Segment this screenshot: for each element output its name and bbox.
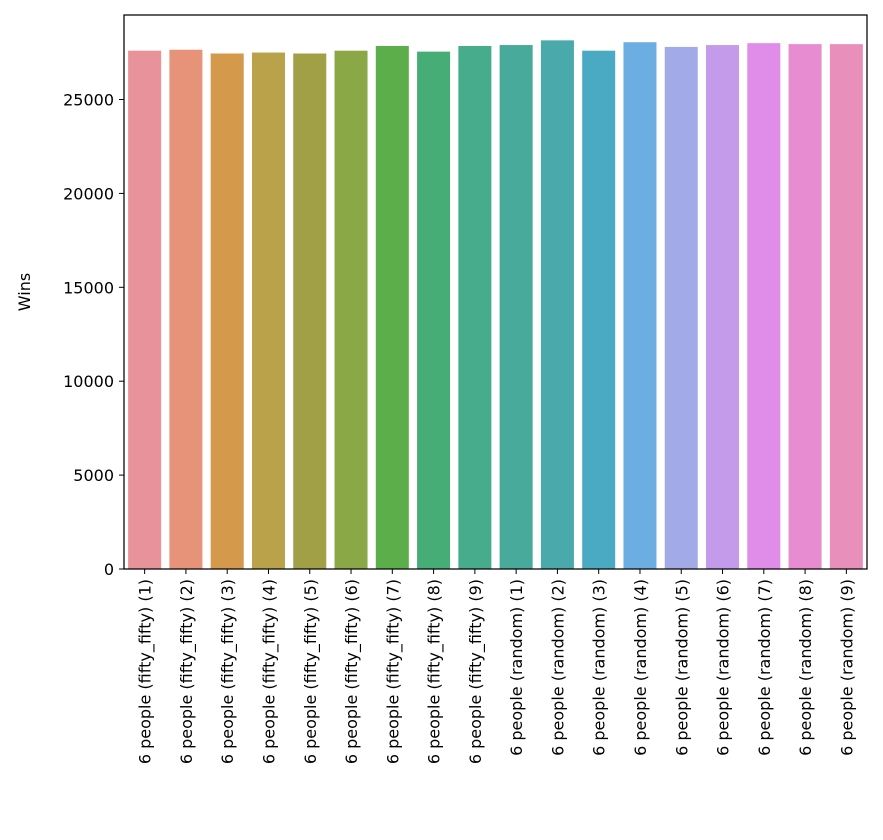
bar-8	[417, 51, 451, 569]
x-tick-label: 6 people (random) (7)	[755, 579, 774, 756]
x-tick-label: 6 people (random) (1)	[507, 579, 526, 756]
bar-13	[623, 42, 657, 569]
x-tick-label: 6 people (fifty_fifty) (6)	[342, 579, 362, 764]
bar-10	[499, 45, 533, 569]
x-tick-label: 6 people (fifty_fifty) (3)	[218, 579, 238, 764]
bar-3	[210, 53, 244, 570]
plot-frame	[123, 14, 868, 570]
bar-4	[251, 52, 285, 569]
x-tick-label: 6 people (random) (3)	[590, 579, 609, 756]
bar-2	[169, 49, 203, 570]
x-tick-label: 6 people (random) (5)	[672, 579, 691, 756]
bar-16	[747, 43, 781, 569]
bar-17	[788, 44, 822, 570]
bar-9	[458, 45, 492, 569]
y-tick-label: 25000	[63, 91, 114, 110]
x-tick-label: 6 people (random) (8)	[796, 579, 815, 756]
bar-12	[582, 50, 616, 570]
bar-14	[664, 46, 698, 570]
bar-15	[706, 45, 740, 569]
y-tick-label: 0	[104, 560, 114, 579]
x-tick-label: 6 people (fifty_fifty) (1)	[136, 579, 156, 764]
y-axis: 0 5000 10000 15000 20000 25000	[63, 91, 124, 579]
y-tick-label: 15000	[63, 278, 114, 297]
y-axis-label: Wins	[15, 273, 34, 311]
bar-1	[128, 50, 162, 570]
x-axis: 6 people (fifty_fifty) (1) 6 people (fift…	[136, 569, 856, 764]
bar-6	[334, 50, 368, 570]
y-tick-label: 5000	[73, 466, 114, 485]
x-tick-label: 6 people (random) (6)	[714, 579, 733, 756]
x-tick-label: 6 people (random) (2)	[548, 579, 567, 756]
x-tick-label: 6 people (random) (4)	[631, 579, 650, 756]
bar-7	[375, 45, 409, 569]
bar-18	[829, 44, 863, 570]
x-tick-label: 6 people (fifty_fifty) (8)	[425, 579, 445, 764]
bar-11	[540, 40, 574, 570]
bar-5	[293, 53, 327, 570]
x-tick-label: 6 people (fifty_fifty) (5)	[301, 579, 321, 764]
x-tick-label: 6 people (random) (9)	[837, 579, 856, 756]
y-tick-label: 20000	[63, 184, 114, 203]
x-tick-label: 6 people (fifty_fifty) (2)	[177, 579, 197, 764]
y-tick-label: 10000	[63, 372, 114, 391]
bars-group	[128, 40, 863, 570]
x-tick-label: 6 people (fifty_fifty) (4)	[259, 579, 279, 764]
x-tick-label: 6 people (fifty_fifty) (9)	[466, 579, 486, 764]
x-tick-label: 6 people (fifty_fifty) (7)	[383, 579, 403, 764]
